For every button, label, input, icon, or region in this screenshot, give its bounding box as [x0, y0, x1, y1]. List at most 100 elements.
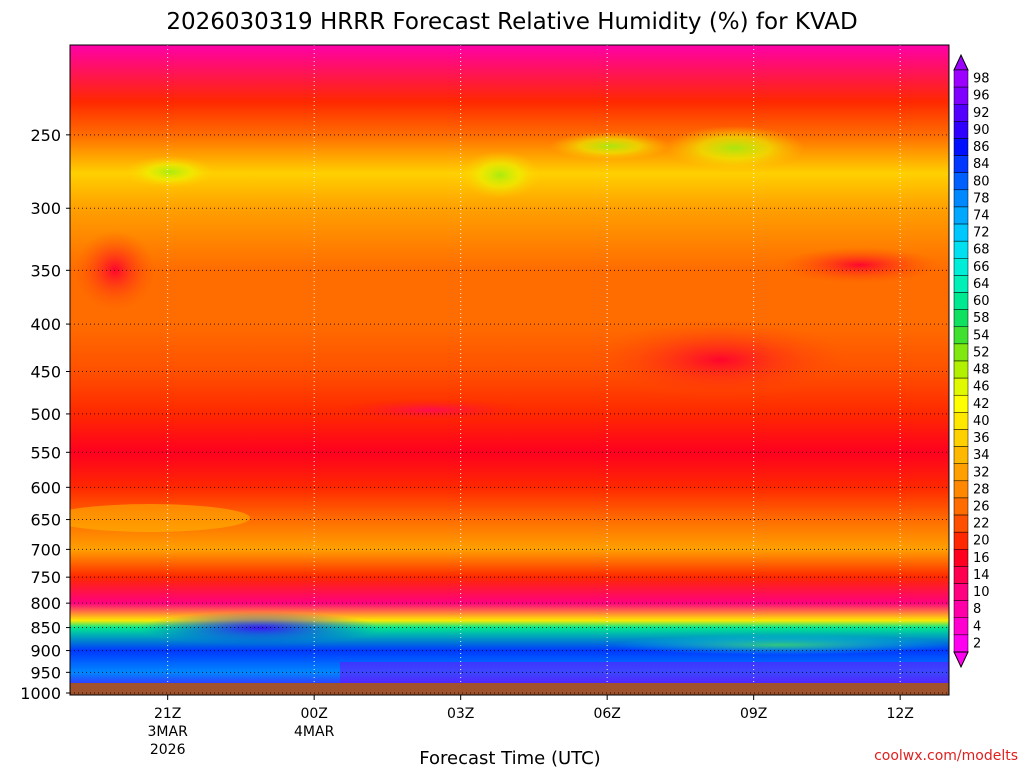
- colorbar-swatch-26: [953, 497, 969, 516]
- colorbar-label-20: 20: [973, 534, 990, 549]
- x-tick-label-09Z: 09Z: [740, 706, 767, 722]
- x-tick-date-00Z: 4MAR: [294, 724, 335, 740]
- moist-pocket-02z: [330, 398, 530, 422]
- colorbar-swatch-40: [953, 412, 969, 430]
- colorbar-label-46: 46: [973, 380, 990, 395]
- y-tick-label-250: 250: [30, 126, 61, 145]
- colorbar-label-72: 72: [973, 226, 990, 241]
- colorbar-label-40: 40: [973, 414, 990, 429]
- colorbar-label-22: 22: [973, 517, 990, 532]
- terrain-below-surface: [70, 683, 949, 695]
- colorbar-swatch-42: [953, 394, 969, 413]
- y-tick-label-750: 750: [30, 568, 61, 587]
- colorbar-label-48: 48: [973, 363, 990, 378]
- colorbar-swatch-68: [953, 240, 969, 259]
- colorbar-swatch-98: [953, 69, 969, 88]
- x-tick-label-12Z: 12Z: [886, 706, 913, 722]
- x-tick-label-03Z: 03Z: [447, 706, 474, 722]
- saturated-base: [340, 662, 949, 684]
- y-axis: 250 300 350 400 450 500 550 600 650 700 750 800 850 9…: [20, 126, 70, 703]
- plot-frame: [69, 44, 950, 696]
- dry-pocket-06z: [550, 132, 670, 160]
- y-tick-label-1000: 1000: [20, 684, 61, 703]
- x-tick-label-06Z: 06Z: [593, 706, 620, 722]
- dry-pocket-09z: [665, 126, 805, 170]
- colorbar-label-28: 28: [973, 482, 990, 497]
- colorbar-label-98: 98: [973, 72, 990, 87]
- y-tick-label-400: 400: [30, 315, 61, 334]
- colorbar-swatch-48: [953, 360, 969, 379]
- colorbar-label-32: 32: [973, 465, 990, 480]
- chart-title: 2026030319 HRRR Forecast Relative Humidi…: [166, 9, 857, 35]
- colorbar-swatch-20: [953, 531, 969, 550]
- colorbar-swatch-58: [953, 309, 969, 328]
- colorbar-top-arrow: [953, 53, 969, 71]
- colorbar-label-14: 14: [973, 568, 990, 583]
- colorbar-swatch-86: [953, 138, 969, 156]
- y-tick-label-800: 800: [30, 594, 61, 613]
- dry-layer-700: [70, 504, 250, 532]
- colorbar-label-64: 64: [973, 277, 990, 292]
- colorbar-swatch-78: [953, 189, 969, 208]
- colorbar-label-80: 80: [973, 174, 990, 189]
- grid-lines: [70, 45, 949, 694]
- colorbar-label-52: 52: [973, 345, 990, 360]
- near-saturated-jet: [140, 612, 380, 644]
- colorbar-label-54: 54: [973, 328, 990, 343]
- colorbar-label-10: 10: [973, 585, 990, 600]
- colorbar-label-68: 68: [973, 243, 990, 258]
- colorbar-swatch-74: [953, 206, 969, 225]
- x-tick-date-21Z: 3MAR: [148, 724, 189, 740]
- colorbar-swatch-92: [953, 103, 969, 122]
- y-tick-label-850: 850: [30, 619, 61, 638]
- x-tick-label-00Z: 00Z: [300, 706, 327, 722]
- y-tick-label-550: 550: [30, 443, 61, 462]
- colorbar-label-78: 78: [973, 191, 990, 206]
- colorbar-swatch-14: [953, 566, 969, 584]
- colorbar-label-2: 2: [973, 636, 981, 651]
- y-tick-label-600: 600: [30, 478, 61, 497]
- colorbar-swatch-36: [953, 429, 969, 447]
- y-tick-label-900: 900: [30, 642, 61, 661]
- colorbar-swatch-66: [953, 258, 969, 276]
- colorbar-swatch-8: [953, 600, 969, 619]
- colorbar-swatch-28: [953, 480, 969, 499]
- colorbar-label-92: 92: [973, 106, 990, 121]
- y-tick-label-500: 500: [30, 405, 61, 424]
- colorbar-swatch-34: [953, 446, 969, 464]
- colorbar-label-8: 8: [973, 602, 981, 617]
- colorbar-swatch-54: [953, 326, 969, 345]
- moist-pocket-10z: [780, 247, 940, 283]
- moist-layer-950: [610, 635, 949, 655]
- colorbar-swatch-96: [953, 86, 969, 105]
- colorbar-label-86: 86: [973, 140, 990, 155]
- colorbar-swatch-32: [953, 463, 969, 482]
- y-tick-label-450: 450: [30, 362, 61, 381]
- credit-text: coolwx.com/modelts: [874, 748, 1018, 764]
- colorbar-label-36: 36: [973, 431, 990, 446]
- colorbar-label-34: 34: [973, 448, 990, 463]
- y-tick-label-950: 950: [30, 663, 61, 682]
- colorbar-label-60: 60: [973, 294, 990, 309]
- colorbar-swatch-16: [953, 549, 969, 567]
- colorbar-label-42: 42: [973, 397, 990, 412]
- colorbar-label-16: 16: [973, 551, 990, 566]
- colorbar-label-4: 4: [973, 619, 981, 634]
- colorbar-label-66: 66: [973, 260, 990, 275]
- colorbar-swatch-2: [953, 634, 969, 653]
- colorbar-swatch-64: [953, 275, 969, 293]
- dry-pocket-21z: [125, 156, 215, 188]
- colorbar-label-90: 90: [973, 123, 990, 138]
- y-tick-label-700: 700: [30, 540, 61, 559]
- colorbar-swatch-22: [953, 514, 969, 533]
- x-axis: 21Z 3MAR 2026 00Z 4MAR 03Z 06Z 09Z 12Z: [148, 695, 914, 758]
- x-tick-year-21Z: 2026: [150, 742, 186, 758]
- plot-area: [70, 45, 949, 695]
- colorbar-bottom-arrow: [953, 651, 969, 669]
- colorbar-swatch-80: [953, 172, 969, 191]
- y-tick-label-300: 300: [30, 199, 61, 218]
- colorbar: 9896929086848078747268666460585452484642…: [953, 53, 990, 669]
- colorbar-swatch-72: [953, 223, 969, 242]
- colorbar-swatch-10: [953, 583, 969, 601]
